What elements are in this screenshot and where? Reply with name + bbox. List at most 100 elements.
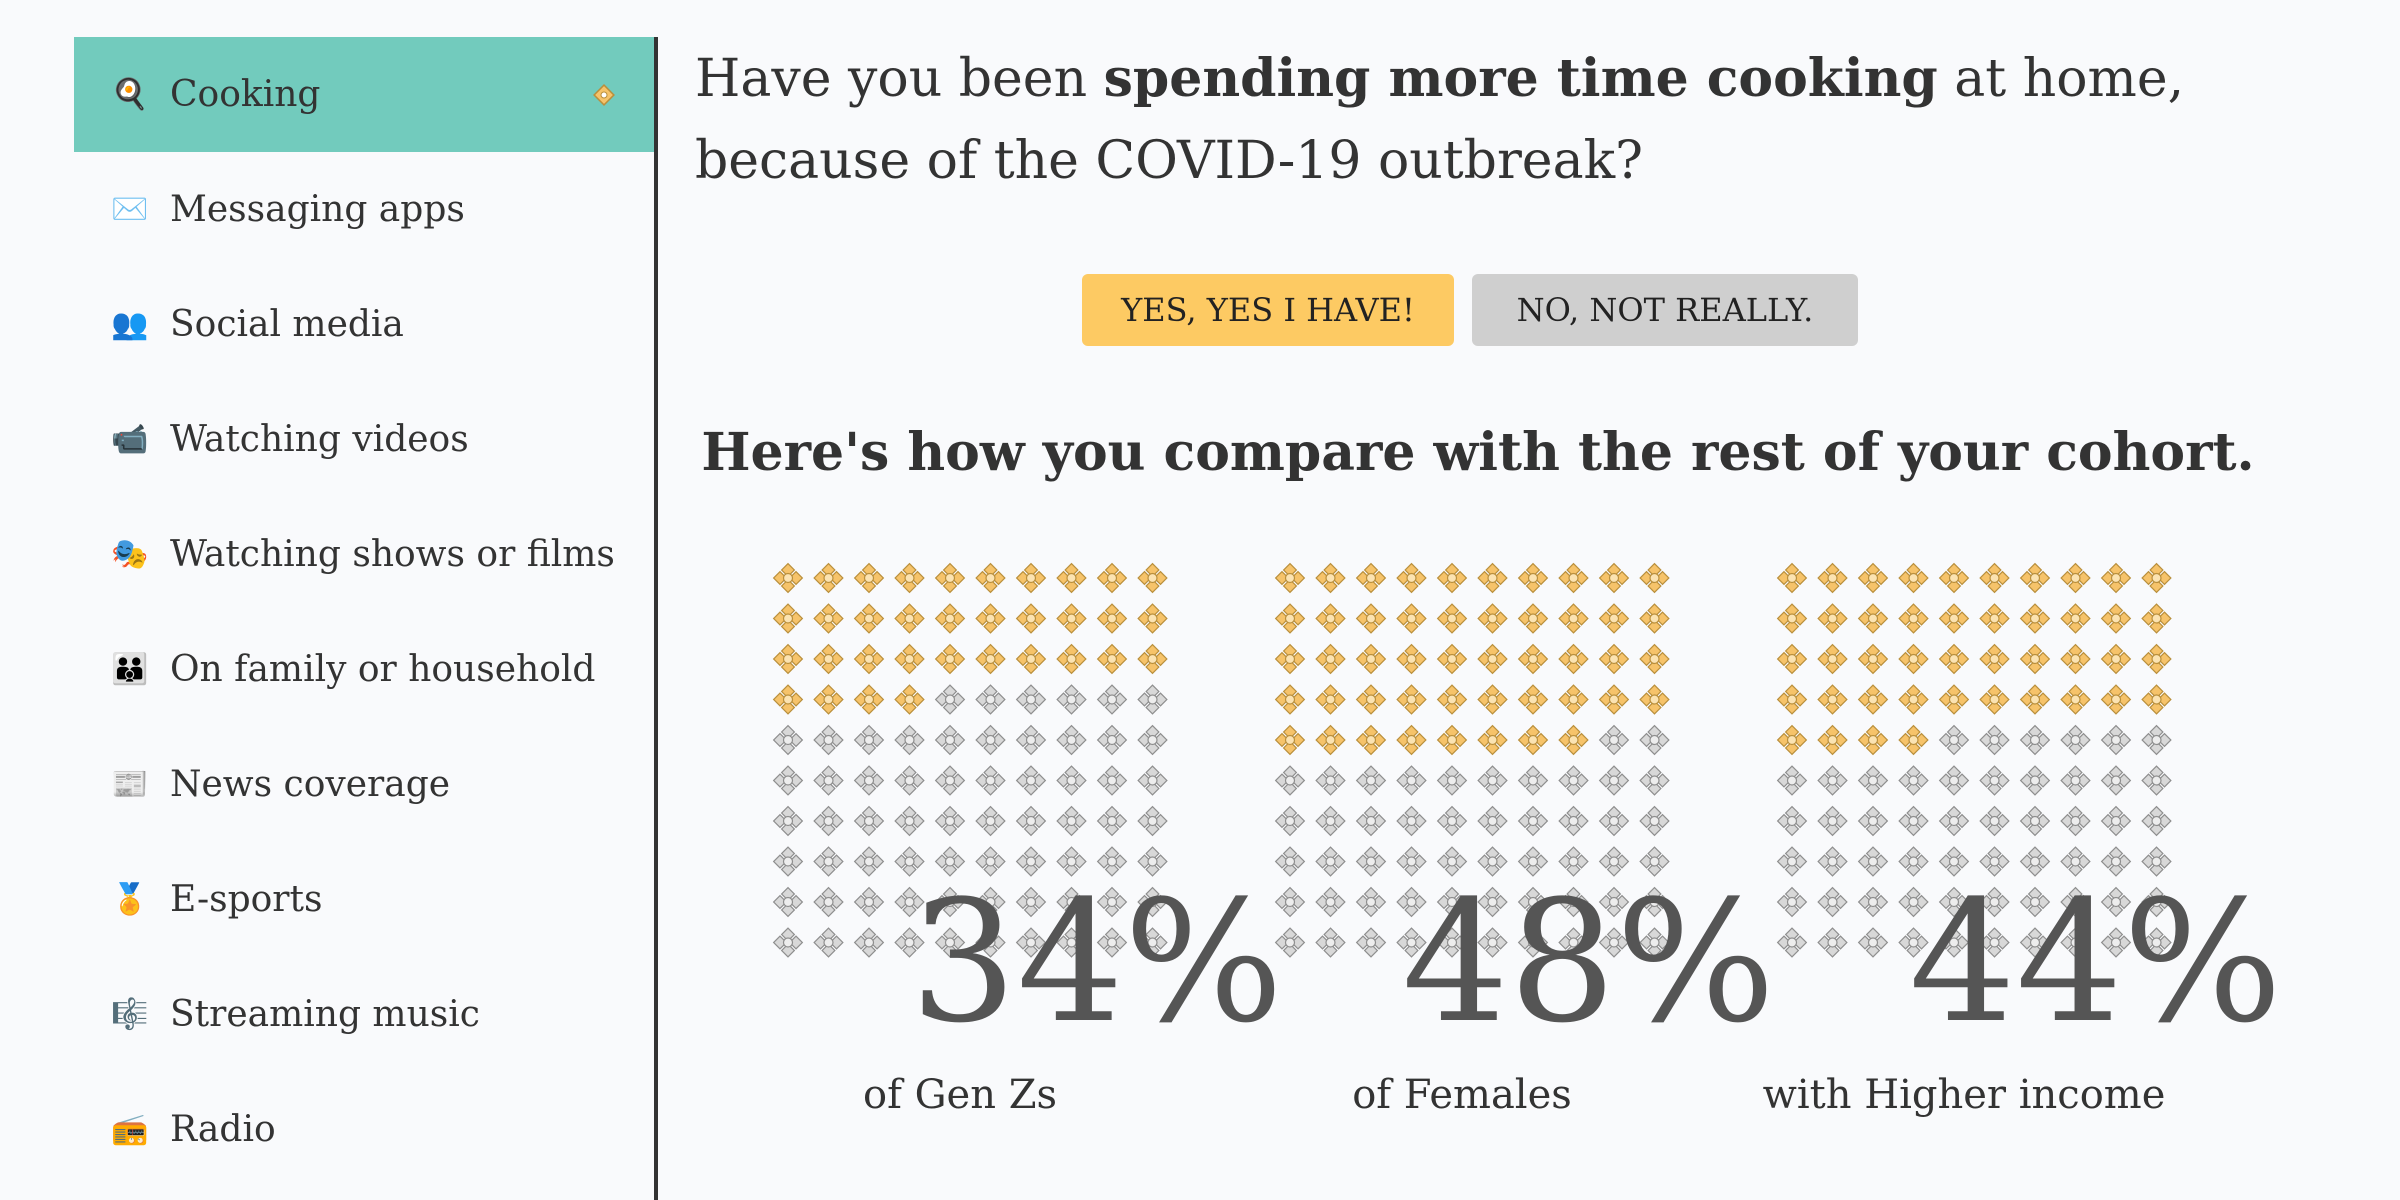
- virus-icon-filled: [1355, 562, 1387, 594]
- virus-icon-empty: [1598, 927, 1630, 958]
- virus-icon-empty: [1857, 846, 1889, 877]
- virus-icon-filled: [1979, 603, 2010, 634]
- sidebar-item-streaming-music[interactable]: 🎼 Streaming music: [74, 957, 654, 1072]
- virus-icon-empty: [1096, 724, 1128, 756]
- virus-icon-empty: [1517, 805, 1549, 837]
- virus-icon-filled: [975, 643, 1006, 675]
- virus-icon-empty: [1857, 927, 1889, 958]
- virus-icon-empty: [934, 765, 966, 796]
- virus-marker-icon: [593, 83, 615, 106]
- sidebar-item-social-media[interactable]: 👥 Social media: [74, 267, 654, 382]
- virus-icon-filled: [2100, 603, 2132, 634]
- sidebar-item-family-household[interactable]: 👪 On family or household: [74, 612, 654, 727]
- virus-icon-filled: [1396, 724, 1427, 756]
- virus-icon-empty: [2060, 886, 2091, 918]
- stat-card-higher-income: 44% with Higher income: [1763, 560, 2282, 1120]
- virus-icon-filled: [772, 603, 804, 634]
- virus-icon-filled: [1477, 562, 1508, 594]
- sidebar-item-news-coverage[interactable]: 📰 News coverage: [74, 727, 654, 842]
- virus-icon-filled: [1056, 643, 1087, 675]
- sidebar-item-watching-videos[interactable]: 📹 Watching videos: [74, 382, 654, 497]
- newspaper-icon: 📰: [111, 766, 149, 802]
- virus-icon-empty: [1898, 886, 1929, 918]
- virus-icon-filled: [1436, 684, 1468, 715]
- virus-icon-empty: [1355, 765, 1387, 796]
- virus-icon-filled: [772, 643, 804, 675]
- frying-pan-icon: 🍳: [111, 76, 149, 112]
- virus-icon-empty: [1396, 846, 1427, 877]
- virus-icon-filled: [772, 684, 804, 715]
- virus-icon-filled: [1315, 603, 1346, 634]
- virus-icon-empty: [1598, 886, 1630, 918]
- virus-icon-empty: [1817, 805, 1848, 837]
- virus-icon-filled: [1015, 603, 1047, 634]
- virus-icon-empty: [1056, 886, 1087, 918]
- virus-icon-filled: [1938, 603, 1970, 634]
- virus-icon-empty: [1137, 846, 1168, 877]
- virus-icon-filled: [1817, 562, 1848, 594]
- theater-masks-icon: 🎭: [111, 536, 149, 572]
- virus-icon-filled: [1898, 562, 1929, 594]
- stat-cohort-label: of Females: [1352, 1072, 1572, 1118]
- virus-icon-filled: [813, 643, 844, 675]
- virus-icon-filled: [1396, 562, 1427, 594]
- virus-icon-empty: [1639, 886, 1670, 918]
- virus-icon-empty: [1096, 846, 1128, 877]
- virus-icon-filled: [2019, 603, 2051, 634]
- virus-icon-empty: [975, 927, 1006, 958]
- virus-icon-filled: [1477, 684, 1508, 715]
- virus-icon-empty: [1015, 886, 1047, 918]
- waffle-grid-higher-income: [1776, 562, 2172, 958]
- virus-icon-empty: [1056, 846, 1087, 877]
- topic-sidebar: 🍳 Cooking ✉️ Messaging apps 👥 Social med…: [74, 37, 654, 1200]
- virus-icon-filled: [2141, 643, 2172, 675]
- sidebar-item-e-sports[interactable]: 🏅 E-sports: [74, 842, 654, 957]
- virus-icon-empty: [934, 684, 966, 715]
- yes-button[interactable]: YES, YES I HAVE!: [1082, 274, 1454, 346]
- virus-icon-filled: [1436, 562, 1468, 594]
- sidebar-item-label: Watching videos: [170, 419, 469, 460]
- virus-icon-filled: [1015, 643, 1047, 675]
- virus-icon-empty: [1015, 927, 1047, 958]
- virus-icon-empty: [1315, 886, 1346, 918]
- virus-icon-empty: [813, 886, 844, 918]
- virus-icon-filled: [894, 643, 925, 675]
- sidebar-item-messaging-apps[interactable]: ✉️ Messaging apps: [74, 152, 654, 267]
- virus-icon-empty: [2019, 724, 2051, 756]
- stat-percent: 48%: [1402, 864, 1776, 1060]
- virus-icon-empty: [1639, 805, 1670, 837]
- virus-icon-empty: [772, 927, 804, 958]
- virus-icon-empty: [1355, 927, 1387, 958]
- virus-icon-empty: [1477, 765, 1508, 796]
- virus-icon-empty: [894, 886, 925, 918]
- virus-icon-empty: [1015, 684, 1047, 715]
- virus-icon-empty: [1056, 927, 1087, 958]
- virus-icon-empty: [1315, 765, 1346, 796]
- virus-icon-filled: [1096, 562, 1128, 594]
- no-button[interactable]: NO, NOT REALLY.: [1472, 274, 1858, 346]
- virus-icon-empty: [1015, 724, 1047, 756]
- virus-icon-empty: [975, 886, 1006, 918]
- virus-icon-filled: [2141, 603, 2172, 634]
- virus-icon-filled: [1274, 643, 1306, 675]
- virus-icon-empty: [813, 805, 844, 837]
- virus-icon-filled: [1274, 562, 1306, 594]
- virus-icon-empty: [1096, 765, 1128, 796]
- virus-icon-empty: [934, 927, 966, 958]
- sidebar-item-watching-shows[interactable]: 🎭 Watching shows or films: [74, 497, 654, 612]
- virus-icon-empty: [934, 805, 966, 837]
- virus-icon-filled: [853, 684, 885, 715]
- virus-icon-empty: [1979, 886, 2010, 918]
- sidebar-item-cooking[interactable]: 🍳 Cooking: [74, 37, 654, 152]
- virus-icon-filled: [1477, 724, 1508, 756]
- virus-icon-filled: [1315, 643, 1346, 675]
- virus-icon-filled: [1056, 603, 1087, 634]
- virus-icon-filled: [2060, 643, 2091, 675]
- virus-icon-filled: [975, 603, 1006, 634]
- virus-icon-filled: [2141, 562, 2172, 594]
- virus-icon-empty: [1817, 886, 1848, 918]
- sidebar-item-radio[interactable]: 📻 Radio: [74, 1072, 654, 1187]
- virus-icon-filled: [1355, 724, 1387, 756]
- virus-icon-empty: [1096, 684, 1128, 715]
- virus-icon-filled: [1857, 603, 1889, 634]
